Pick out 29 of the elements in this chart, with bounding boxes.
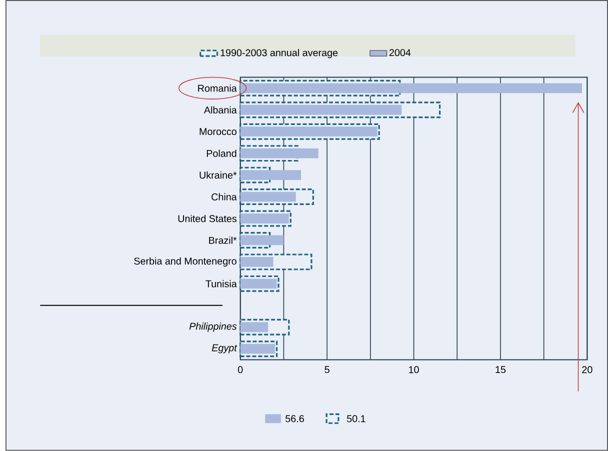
bar	[240, 148, 318, 158]
x-tick-label: 0	[238, 366, 243, 374]
bar	[240, 83, 582, 94]
legend-label: 2004	[389, 49, 411, 56]
y-tick-label: Albania	[204, 106, 237, 114]
y-tick-label: Ukraine*	[200, 171, 237, 179]
y-tick-label: Serbia and Montenegro	[134, 257, 236, 267]
bar	[240, 104, 402, 115]
y-tick-label: Philippines	[189, 322, 237, 332]
y-tick-label: China	[212, 193, 237, 200]
x-tick-label: 5	[324, 366, 330, 374]
x-tick-label: 20	[582, 366, 592, 374]
x-tick-label: 10	[409, 366, 419, 374]
y-tick-label: Brazil*	[209, 236, 237, 244]
x-tick-label: 15	[496, 366, 506, 374]
y-tick-label: Poland	[206, 150, 236, 158]
bar	[240, 170, 302, 180]
y-tick-label: Egypt	[212, 344, 238, 354]
y-tick-label: Morocco	[200, 128, 236, 136]
text: 50.1	[346, 415, 366, 422]
bar	[240, 192, 296, 202]
bar	[240, 257, 274, 267]
y-tick-label: United States	[178, 214, 236, 222]
text: 56.6	[286, 415, 304, 422]
y-tick-label: Tunisia	[206, 280, 237, 288]
bar	[240, 322, 268, 332]
y-tick-label: Romania	[198, 84, 237, 92]
legend-label: 1990-2003 annual average	[220, 49, 338, 58]
bar	[240, 235, 284, 246]
